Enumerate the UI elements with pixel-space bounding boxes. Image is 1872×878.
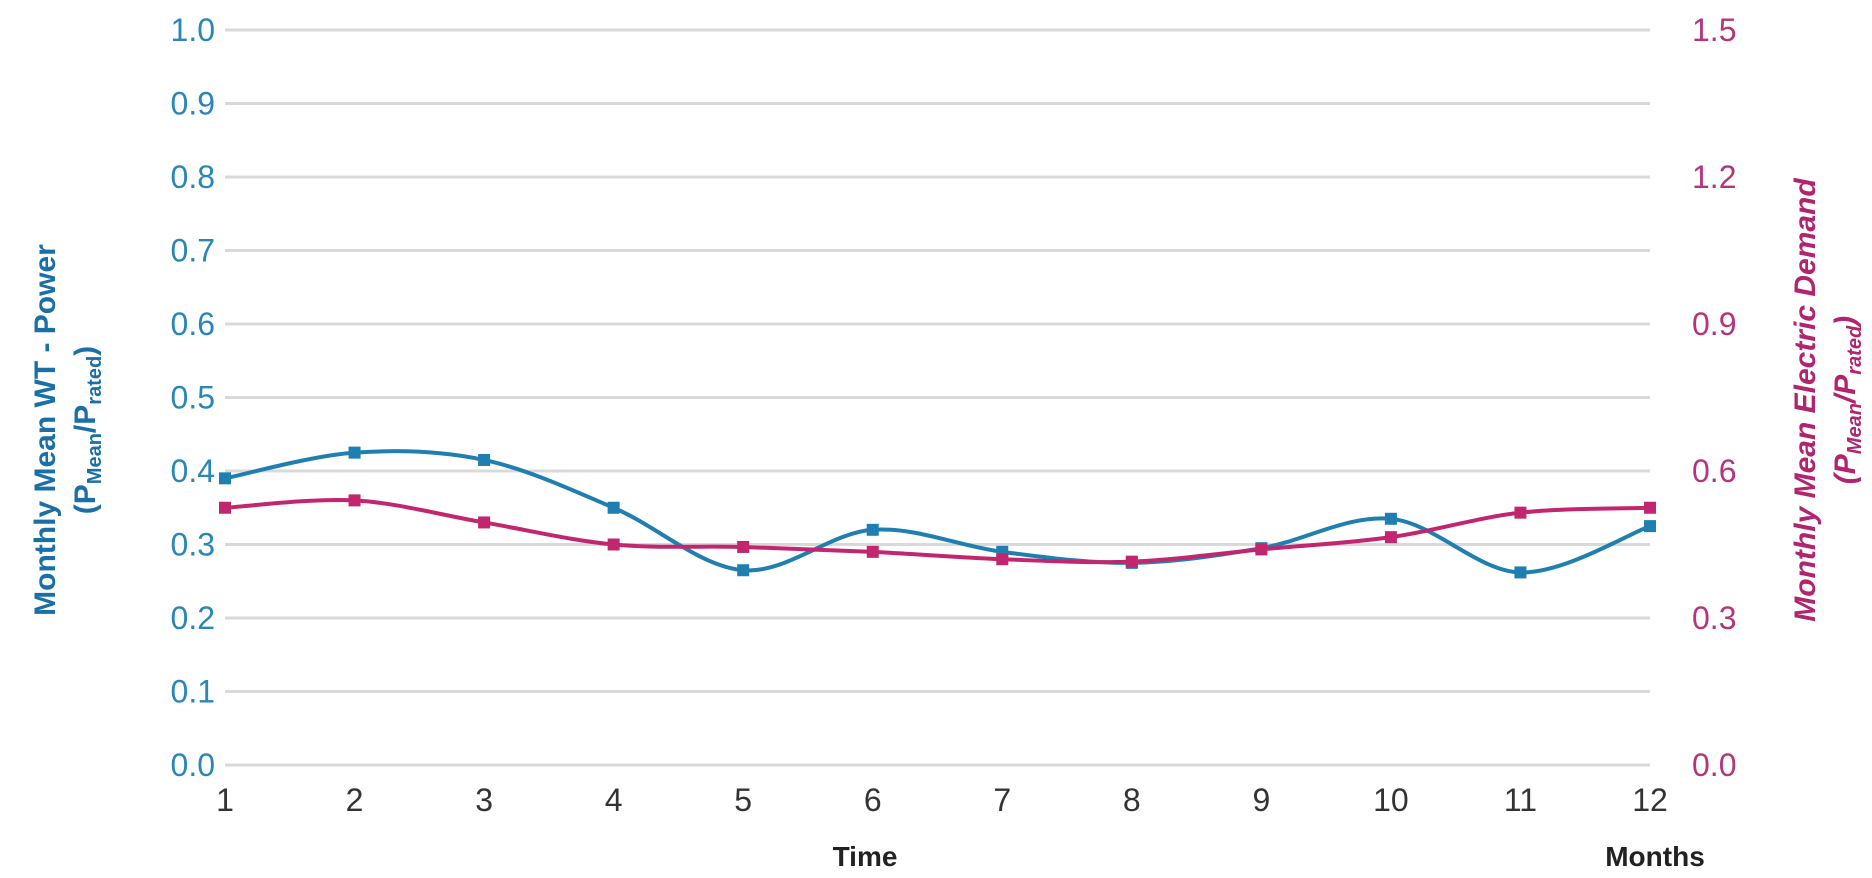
x-tick-label: 9 (1252, 782, 1270, 818)
right-tick-label: 0.9 (1692, 306, 1736, 342)
x-tick-label: 8 (1123, 782, 1141, 818)
data-point-right (737, 540, 750, 553)
left-units-open: (P (69, 484, 102, 514)
left-axis-ticks: 0.0 0.1 0.2 0.3 0.4 0.5 0.6 0.7 0.8 0.9 1.0 (171, 12, 215, 783)
right-units-open: (P (1829, 453, 1862, 484)
series-lines (224, 449, 1651, 575)
series-line-left (224, 449, 1651, 575)
data-point-left (219, 472, 231, 485)
right-tick-label: 1.2 (1692, 159, 1736, 195)
data-point-left (478, 453, 491, 466)
data-point-left (1384, 512, 1397, 525)
data-point-left (737, 564, 750, 577)
data-point-left (1644, 520, 1656, 533)
x-tick-label: 1 (216, 782, 234, 818)
data-point-right (866, 545, 879, 558)
x-axis-unit-label: Months (1605, 841, 1705, 872)
left-tick-label: 0.0 (171, 747, 215, 783)
data-point-right (1514, 506, 1527, 519)
data-point-left (866, 523, 879, 536)
left-axis-title-units: (PMean/Prated) (69, 346, 106, 514)
x-tick-label: 7 (993, 782, 1011, 818)
right-axis-title-units: (PMean/Prated) (1829, 316, 1866, 484)
left-units-slash: /P (69, 405, 102, 433)
right-units-close: ) (1829, 316, 1862, 329)
left-axis-title: Monthly Mean WT - Power (29, 244, 62, 616)
data-point-left (348, 446, 361, 459)
data-point-left (607, 501, 620, 514)
x-tick-label: 4 (605, 782, 623, 818)
data-point-right (1644, 501, 1656, 514)
x-axis-title: Time (833, 841, 898, 872)
left-tick-label: 0.7 (171, 233, 215, 269)
x-tick-label: 2 (346, 782, 364, 818)
data-point-right (219, 501, 231, 514)
left-units-sub2: rated (84, 356, 106, 405)
left-tick-label: 0.2 (171, 600, 215, 636)
left-tick-label: 0.5 (171, 380, 215, 416)
left-units-close: ) (69, 346, 102, 356)
data-point-right (1125, 555, 1138, 568)
right-units-slash: /P (1829, 374, 1862, 405)
x-tick-label: 11 (1504, 782, 1537, 818)
left-units-sub1: Mean (84, 433, 106, 484)
right-units-sub2: rated (1844, 325, 1866, 375)
x-tick-label: 6 (864, 782, 882, 818)
data-point-right (607, 538, 620, 551)
right-tick-label: 1.5 (1692, 12, 1736, 48)
x-tick-label: 12 (1632, 782, 1668, 818)
data-point-right (348, 494, 361, 507)
left-tick-label: 0.6 (171, 306, 215, 342)
x-tick-label: 3 (475, 782, 493, 818)
data-point-right (996, 553, 1009, 566)
right-axis-ticks: 0.0 0.3 0.6 0.9 1.2 1.5 (1692, 12, 1736, 783)
left-tick-label: 0.4 (171, 453, 215, 489)
right-axis-title: Monthly Mean Electric Demand (1789, 178, 1822, 622)
right-units-sub1: Mean (1844, 403, 1866, 454)
x-tick-label: 5 (734, 782, 752, 818)
data-point-right (1255, 543, 1268, 556)
data-point-left (1514, 566, 1527, 579)
series-line-right (224, 498, 1651, 565)
left-tick-label: 0.9 (171, 86, 215, 122)
data-point-right (478, 516, 491, 529)
left-tick-label: 1.0 (171, 12, 215, 48)
left-tick-label: 0.3 (171, 527, 215, 563)
right-tick-label: 0.3 (1692, 600, 1736, 636)
x-axis-ticks: 1 2 3 4 5 6 7 8 9 10 11 12 (216, 782, 1668, 818)
series-points (219, 446, 1656, 579)
left-tick-label: 0.1 (171, 674, 215, 710)
gridlines (225, 28, 1650, 767)
x-tick-label: 10 (1373, 782, 1409, 818)
right-tick-label: 0.6 (1692, 453, 1736, 489)
right-tick-label: 0.0 (1692, 747, 1736, 783)
data-point-right (1384, 531, 1397, 544)
left-tick-label: 0.8 (171, 159, 215, 195)
